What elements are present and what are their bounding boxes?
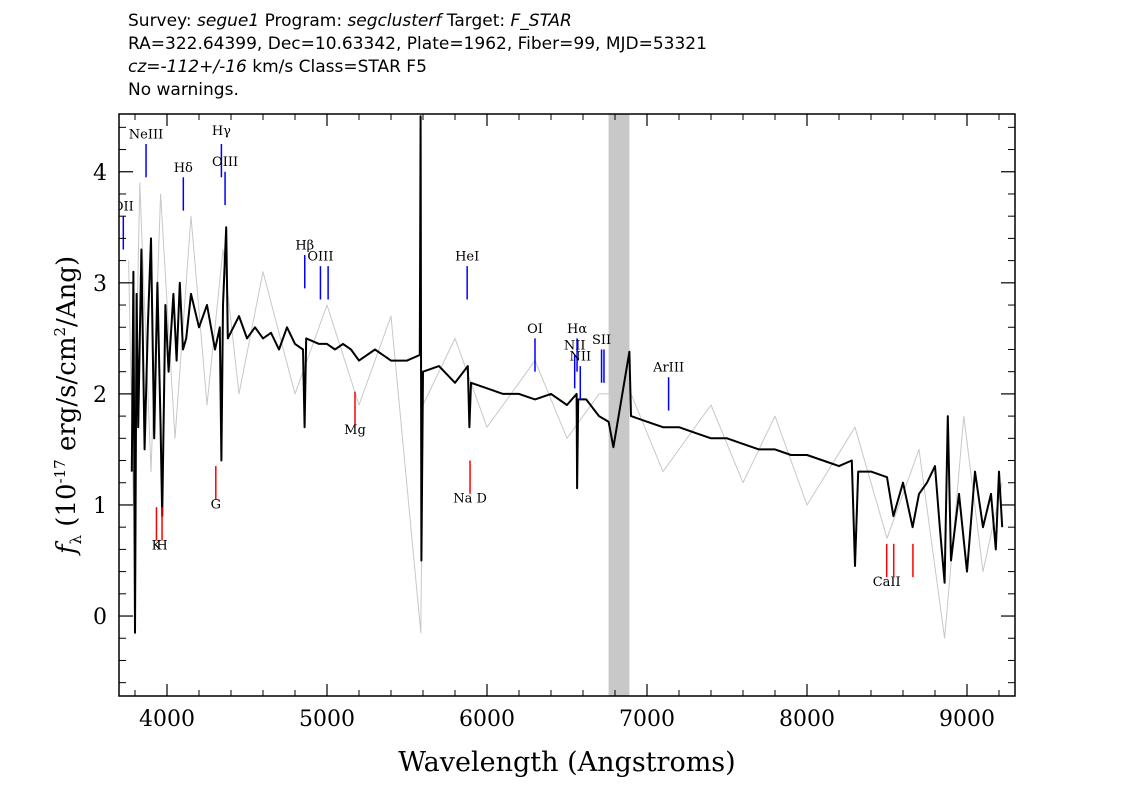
y-axis-ticks: 0 1 2 3 4 <box>93 126 1015 684</box>
line-label: OI <box>527 322 543 337</box>
header-line-survey: Survey: segue1 Program: segclusterf Targ… <box>128 10 707 33</box>
y-axis-label: fλ (10-17 erg/s/cm2/Ang) <box>51 256 85 556</box>
line-label: NII <box>564 338 586 353</box>
line-label: OIII <box>212 155 238 170</box>
header-line-redshift: cz=-112+/-16 km/s Class=STAR F5 <box>128 56 707 79</box>
y-tick-label: 3 <box>93 272 107 297</box>
line-label: Mg <box>344 423 366 438</box>
line-label: OII <box>113 200 134 215</box>
line-label: NeIII <box>129 127 163 142</box>
y-tick-label: 2 <box>93 383 107 408</box>
x-tick-label: 9000 <box>939 707 995 732</box>
x-axis-ticks: 4000 5000 6000 7000 8000 9000 <box>134 114 1000 732</box>
line-label: Hα <box>567 322 587 337</box>
survey-value: segue1 <box>197 11 260 31</box>
error-spectrum-layer <box>128 182 1003 639</box>
y-tick-label: 4 <box>93 161 107 186</box>
line-label: K <box>152 538 162 553</box>
masked-region-layer <box>608 114 630 696</box>
program-key: Program: <box>259 11 348 31</box>
flux-spectrum-layer <box>130 115 1004 634</box>
spectrum-header: Survey: segue1 Program: segclusterf Targ… <box>128 10 707 102</box>
line-label: Hγ <box>212 124 231 139</box>
plot-frame <box>118 113 1016 697</box>
line-label: H <box>156 538 167 553</box>
line-label: OIII <box>307 250 333 265</box>
flux-series-line <box>130 115 1004 634</box>
cz-value: cz=-112+/-16 <box>128 57 247 77</box>
y-tick-label: 0 <box>93 605 107 630</box>
program-value: segclusterf <box>347 11 442 31</box>
line-label: Hβ <box>295 239 314 254</box>
line-label: Hδ <box>174 161 193 176</box>
survey-key: Survey: <box>128 11 198 31</box>
line-label: HeI <box>455 250 479 265</box>
line-label: CaII <box>873 575 901 590</box>
x-tick-label: 7000 <box>619 707 675 732</box>
line-label: ArIII <box>652 361 684 376</box>
line-label: SII <box>592 333 611 348</box>
target-key: Target: <box>441 11 511 31</box>
header-line-coords: RA=322.64399, Dec=10.63342, Plate=1962, … <box>128 34 707 54</box>
target-value: F_STAR <box>510 11 572 31</box>
x-tick-label: 8000 <box>779 707 835 732</box>
error-series-line <box>128 182 1003 639</box>
x-tick-label: 6000 <box>459 707 515 732</box>
masked-region <box>608 114 630 696</box>
line-label: NII <box>569 350 591 365</box>
x-axis-label: Wavelength (Angstroms) <box>398 747 735 778</box>
x-tick-label: 4000 <box>139 707 195 732</box>
y-tick-label: 1 <box>93 494 107 519</box>
header-line-warnings: No warnings. <box>128 80 239 100</box>
x-tick-label: 5000 <box>299 707 355 732</box>
line-label: Na D <box>453 492 487 507</box>
line-label: G <box>211 497 221 512</box>
class-text: km/s Class=STAR F5 <box>246 57 427 77</box>
